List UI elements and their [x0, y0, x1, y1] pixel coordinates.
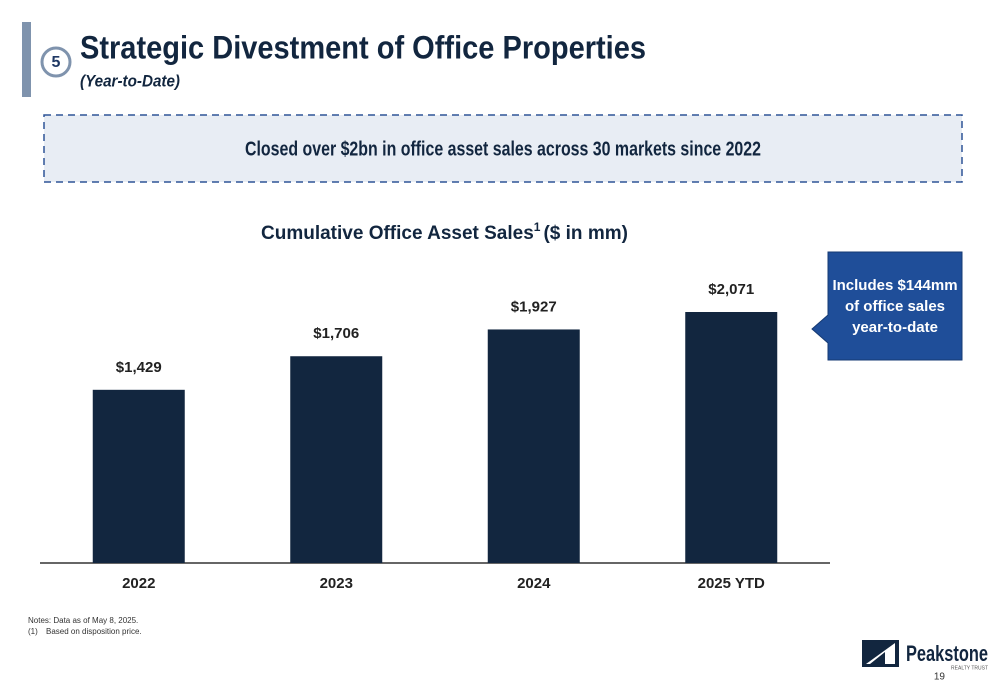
bar [92, 389, 185, 563]
callout-line: Includes $144mm [832, 277, 957, 294]
logo-subtext: REALTY TRUST [951, 665, 988, 671]
footnote-marker: (1) [28, 627, 38, 636]
logo-text: Peakstone [906, 641, 988, 666]
data-label: $2,071 [708, 281, 754, 298]
x-tick-label: 2024 [517, 575, 551, 592]
x-tick-label: 2023 [320, 575, 353, 592]
callout-box [811, 251, 963, 361]
footnote-text: Based on disposition price. [46, 627, 142, 636]
bars: 2022 $1,429 2023 $1,706 2024 $1,927 2025 YTD $2… [92, 281, 778, 592]
callout-line: year-to-date [852, 319, 938, 336]
accent-bar [22, 22, 31, 97]
data-label: $1,927 [511, 298, 557, 315]
x-tick-label: 2022 [122, 575, 155, 592]
logo-icon-mark [866, 643, 895, 664]
bar [290, 356, 383, 563]
data-label: $1,429 [116, 359, 162, 376]
page-number: 19 [934, 672, 946, 683]
notes: Notes: Data as of May 8, 2025. [28, 616, 138, 625]
callout-line: of office sales [845, 298, 945, 315]
chart-title-suffix: ($ in mm) [543, 223, 627, 244]
slide-title: Strategic Divestment of Office Propertie… [80, 29, 646, 65]
data-label: $1,706 [313, 325, 359, 342]
bar [487, 329, 580, 563]
chart-title-superscript: 1 [534, 220, 541, 234]
bar [685, 312, 778, 563]
logo-icon-mark [870, 652, 885, 664]
chart-title-main: Cumulative Office Asset Sales [261, 223, 534, 244]
banner-box [43, 114, 963, 183]
callout-text: Includes $144mm of office sales year-to-da… [832, 277, 957, 336]
x-tick-label: 2025 YTD [698, 575, 765, 592]
section-number: 5 [52, 54, 61, 71]
banner-text: Closed over $2bn in office asset sales a… [245, 138, 761, 160]
chart-title: Cumulative Office Asset Sales1 ($ in mm) [261, 220, 628, 244]
slide-subtitle: (Year-to-Date) [80, 71, 180, 90]
section-badge [40, 46, 72, 78]
